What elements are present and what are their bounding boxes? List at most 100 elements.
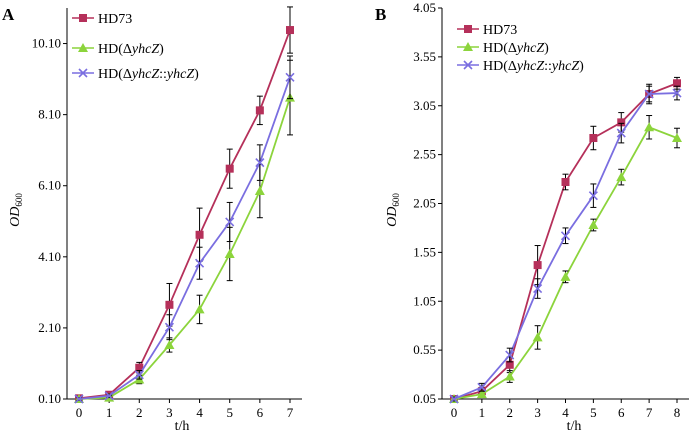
legend-text-yhcz-2: yhcZ — [130, 67, 159, 82]
legend-b-text-yhcz-2: yhcZ — [515, 59, 544, 74]
panel-a-point-hd73 — [225, 164, 234, 173]
panel-a-y-tick-label: 4.10 — [38, 249, 61, 264]
panel-b-point-delta-yhcz — [476, 389, 487, 399]
legend-label-complement: HD(ΔyhcZ::yhcZ) — [98, 67, 199, 82]
legend-b-text-close: ) — [544, 41, 549, 56]
panel-a-point-hd73 — [135, 363, 144, 372]
panel-b-label: B — [375, 5, 386, 24]
legend-text-hd-prefix: HD( — [98, 42, 123, 57]
panel-a-y-tick-label: 6.10 — [38, 178, 61, 193]
panel-b-point-hd73 — [589, 134, 598, 143]
panel-a-legend: HD73 HD(ΔyhcZ) HD(ΔyhcZ::yhcZ) — [72, 12, 199, 82]
panel-b-point-delta-yhcz — [644, 122, 655, 132]
panel-a-y-title-sub: 600 — [14, 193, 24, 207]
panel-b-x-tick-label: 6 — [618, 405, 625, 420]
legend-b-text-delta-2: Δ — [508, 59, 517, 74]
panel-b-x-tick-label: 4 — [562, 405, 569, 420]
panel-a-series-line-hd73 — [78, 29, 291, 400]
legend-entry-delta-yhcz: HD(ΔyhcZ) — [72, 42, 164, 57]
legend-entry-hd73: HD73 — [72, 12, 132, 27]
panel-b-point-hd73 — [561, 177, 570, 186]
panel-b-point-hd73 — [673, 79, 681, 88]
legend-label-hd73: HD73 — [98, 12, 132, 27]
legend-b-marker-complement — [463, 60, 473, 70]
legend-text-hd-prefix-2: HD( — [98, 67, 123, 82]
panel-a-series-line-complement — [78, 77, 291, 400]
panel-b-y-tick-label: 1.55 — [413, 244, 436, 259]
panel-a-point-complement — [195, 258, 205, 268]
panel-a-y-tick-label: 0.10 — [38, 391, 61, 406]
legend-entry-complement: HD(ΔyhcZ::yhcZ) — [72, 67, 199, 82]
panel-b-point-delta-yhcz — [672, 133, 682, 143]
legend-b-label-delta-yhcz: HD(ΔyhcZ) — [483, 41, 549, 56]
panel-b-y-tick-label: 2.55 — [413, 147, 436, 162]
panel-a-y-axis-title: OD600 — [8, 193, 24, 227]
panel-b-series-line-delta-yhcz — [453, 126, 678, 400]
panel-b-y-tick-label: 0.05 — [413, 391, 436, 406]
panel-b-point-hd73 — [533, 261, 542, 270]
legend-b-entry-delta-yhcz: HD(ΔyhcZ) — [457, 41, 549, 56]
panel-a-point-hd73 — [195, 230, 204, 239]
legend-marker-hd73 — [79, 14, 87, 22]
panel-b-y-tick-label: 2.05 — [413, 196, 436, 211]
panel-b-point-complement — [672, 88, 682, 98]
legend-b-text-yhcz: yhcZ — [515, 41, 544, 56]
panel-b-y-tick-label: 4.05 — [413, 0, 436, 15]
legend-text-delta-2: Δ — [123, 67, 132, 82]
panel-b-x-axis-title: t/h — [567, 419, 582, 433]
panel-a-point-complement — [164, 322, 174, 332]
panel-b-point-complement — [533, 283, 543, 294]
panel-a-plot: 0.10 2.10 4.10 6.10 8.10 10.10 0 1 2 3 4 5 6 7 — [32, 6, 302, 420]
panel-b-point-complement — [505, 350, 515, 360]
panel-b-x-tick-label: 3 — [534, 405, 541, 420]
panel-a-point-delta-yhcz — [224, 248, 235, 258]
legend-text-sep: :: — [159, 67, 167, 82]
legend-text-yhcz: yhcZ — [130, 42, 159, 57]
legend-b-entry-hd73: HD73 — [457, 23, 517, 38]
panel-b-point-complement — [560, 231, 571, 241]
panel-b-y-tick-label: 0.55 — [413, 342, 436, 357]
panel-a-y-tick-label: 8.10 — [38, 107, 61, 122]
legend-text-close-2: ) — [194, 67, 199, 82]
legend-b-marker-delta-yhcz — [463, 42, 473, 51]
panel-a-point-delta-yhcz — [254, 186, 265, 196]
panel-b-y-title-sub: 600 — [391, 193, 401, 207]
legend-b-text-delta: Δ — [508, 41, 517, 56]
legend-text-yhcz-3: yhcZ — [165, 67, 194, 82]
panel-b-point-complement — [477, 382, 487, 392]
panel-a-x-axis-title: t/h — [175, 419, 190, 433]
panel-b-y-axis-title: OD600 — [385, 193, 401, 227]
panel-b-point-hd73 — [617, 118, 626, 127]
legend-b-text-sep: :: — [544, 59, 552, 74]
legend-marker-complement — [78, 68, 88, 78]
legend-marker-delta-yhcz — [78, 43, 88, 52]
legend-b-text-yhcz-3: yhcZ — [550, 59, 579, 74]
legend-b-marker-hd73 — [464, 25, 472, 33]
panel-b-x-tick-label: 0 — [451, 405, 458, 420]
panel-a-x-tick-label: 7 — [287, 405, 294, 420]
panel-b-point-delta-yhcz — [532, 332, 543, 342]
legend-text-close: ) — [159, 42, 164, 57]
panel-a-point-hd73 — [165, 300, 174, 309]
panel-a-point-complement — [225, 217, 235, 227]
panel-a-point-complement — [74, 394, 84, 404]
panel-a-point-complement — [104, 391, 114, 401]
panel-b-point-hd73 — [505, 360, 514, 369]
panel-b-x-tick-label: 7 — [646, 405, 653, 420]
panel-a-label: A — [2, 5, 15, 24]
panel-a-point-delta-yhcz — [194, 304, 205, 314]
panel-a-point-complement — [255, 158, 265, 168]
panel-b-point-delta-yhcz — [560, 271, 571, 281]
legend-b-text-hd-prefix: HD( — [483, 41, 508, 56]
panel-b-point-complement — [588, 191, 598, 201]
panel-b-y-title-main: OD — [385, 207, 400, 227]
panel-b-y-tick-label: 3.05 — [413, 98, 436, 113]
legend-text-delta: Δ — [123, 42, 132, 57]
legend-label-delta-yhcz: HD(ΔyhcZ) — [98, 42, 164, 57]
panel-b-y-tick-label: 1.05 — [413, 293, 436, 308]
legend-b-entry-complement: HD(ΔyhcZ::yhcZ) — [457, 59, 584, 74]
panel-a-y-tick-label: 10.10 — [32, 36, 61, 51]
panel-b-point-delta-yhcz — [616, 172, 627, 182]
legend-b-label-hd73: HD73 — [483, 23, 517, 38]
